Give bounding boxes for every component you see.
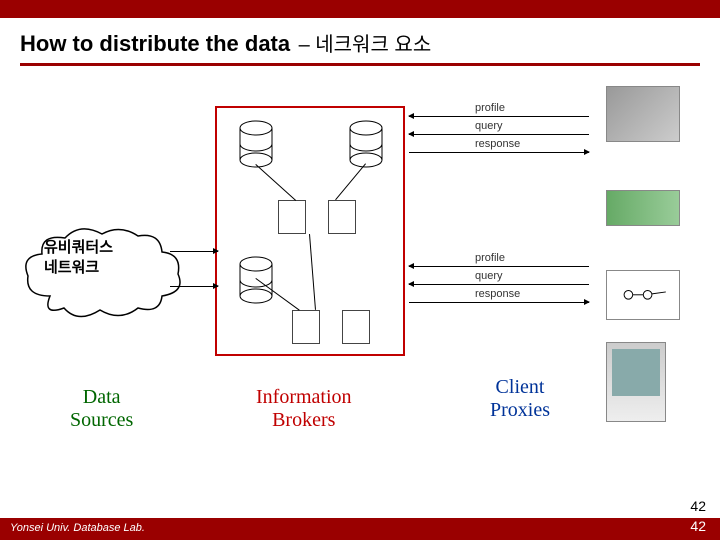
data-sources-label: DataSources (70, 386, 133, 432)
server-icon (342, 310, 370, 344)
conn-arrow-response (409, 302, 589, 303)
database-icon (238, 256, 274, 304)
page-number: 42 (690, 498, 706, 514)
page-number-footer: 42 (690, 518, 706, 534)
conn-arrow-profile (409, 116, 589, 117)
server-icon (328, 200, 356, 234)
conn-arrow-query (409, 284, 589, 285)
conn-label-profile: profile (475, 252, 505, 264)
device-watch (606, 86, 680, 142)
client-proxies-label: ClientProxies (490, 376, 550, 422)
device-pda (606, 342, 666, 422)
conn-label-query: query (475, 270, 503, 282)
conn-label-response: response (475, 138, 520, 150)
cloud-to-broker-arrow (170, 286, 218, 287)
cloud-label-line2: 네트워크 (44, 258, 113, 278)
server-icon (292, 310, 320, 344)
info-brokers-label: InformationBrokers (256, 386, 352, 432)
conn-label-query: query (475, 120, 503, 132)
diagram-stage: 유비쿼터스 네트워크 DataSources InformationBroker… (20, 86, 700, 466)
title-sub: – 네크워크 요소 (299, 34, 432, 56)
title-row: How to distribute the data – 네크워크 요소 (0, 18, 720, 63)
conn-label-response: response (475, 288, 520, 300)
footer-affiliation: Yonsei Univ. Database Lab. (10, 522, 145, 534)
database-icon (238, 120, 274, 168)
conn-arrow-query (409, 134, 589, 135)
title-main: How to distribute the data (20, 31, 290, 56)
conn-arrow-profile (409, 266, 589, 267)
conn-arrow-response (409, 152, 589, 153)
cloud-label-line1: 유비쿼터스 (44, 238, 113, 258)
device-pager (606, 190, 680, 226)
top-bar (0, 0, 720, 18)
database-icon (348, 120, 384, 168)
server-icon (278, 200, 306, 234)
title-rule (20, 63, 700, 66)
conn-label-profile: profile (475, 102, 505, 114)
cloud-label: 유비쿼터스 네트워크 (44, 238, 113, 277)
footer-bar: Yonsei Univ. Database Lab. (0, 518, 720, 540)
cloud-to-broker-arrow (170, 251, 218, 252)
device-glasses (606, 270, 680, 320)
